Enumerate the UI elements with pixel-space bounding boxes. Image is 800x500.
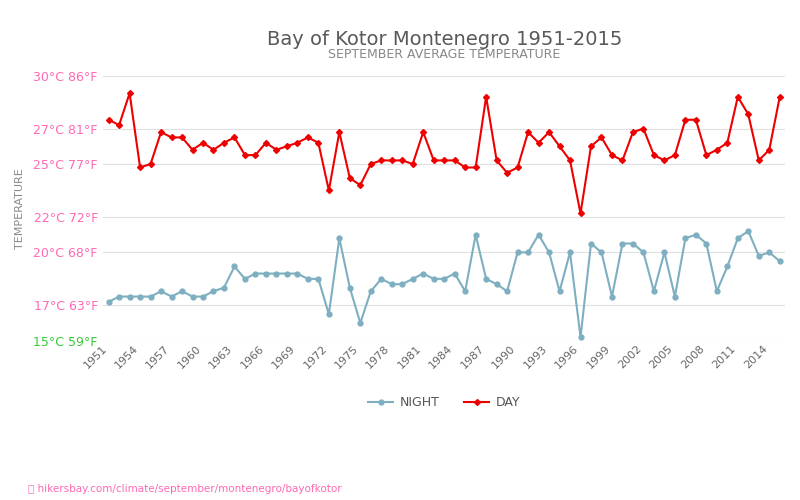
DAY bbox=[775, 94, 785, 100]
NIGHT bbox=[576, 334, 586, 340]
DAY bbox=[272, 147, 282, 153]
Text: SEPTEMBER AVERAGE TEMPERATURE: SEPTEMBER AVERAGE TEMPERATURE bbox=[328, 48, 560, 61]
Line: DAY: DAY bbox=[106, 91, 782, 216]
DAY bbox=[125, 90, 134, 96]
NIGHT bbox=[754, 253, 763, 259]
Y-axis label: TEMPERATURE: TEMPERATURE bbox=[15, 168, 25, 248]
NIGHT bbox=[387, 281, 397, 287]
DAY bbox=[702, 152, 711, 158]
NIGHT bbox=[261, 270, 270, 276]
Line: NIGHT: NIGHT bbox=[106, 228, 782, 340]
NIGHT bbox=[104, 299, 114, 305]
DAY bbox=[460, 164, 470, 170]
DAY bbox=[104, 117, 114, 123]
NIGHT bbox=[450, 270, 459, 276]
NIGHT bbox=[691, 232, 701, 237]
DAY bbox=[398, 158, 407, 164]
DAY bbox=[754, 158, 763, 164]
Title: Bay of Kotor Montenegro 1951-2015: Bay of Kotor Montenegro 1951-2015 bbox=[266, 30, 622, 49]
DAY bbox=[576, 210, 586, 216]
NIGHT bbox=[303, 276, 313, 282]
NIGHT bbox=[743, 228, 753, 234]
Text: 📍 hikersbay.com/climate/september/montenegro/bayofkotor: 📍 hikersbay.com/climate/september/monten… bbox=[28, 484, 342, 494]
Legend: NIGHT, DAY: NIGHT, DAY bbox=[363, 391, 525, 414]
NIGHT bbox=[775, 258, 785, 264]
DAY bbox=[314, 140, 323, 145]
